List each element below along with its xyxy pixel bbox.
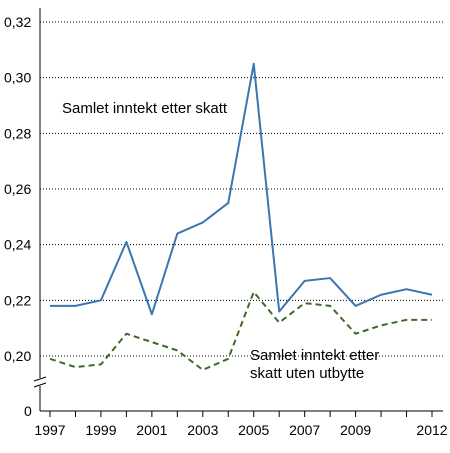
series-line-2	[49, 290, 432, 371]
y-tick-label: 0,24	[4, 237, 31, 253]
annotations: Samlet inntekt etter skatt Samlet inntekt…	[62, 100, 379, 382]
y-tick-label: 0,22	[4, 292, 31, 308]
y-tick-label: 0,32	[4, 14, 31, 30]
series-annotation: Samlet inntekt etter skatt	[62, 100, 228, 117]
x-tick-label: 1997	[34, 422, 65, 438]
x-tick-label: 2012	[416, 422, 447, 438]
axis-break-gap	[34, 378, 46, 386]
x-tick-label: 2001	[136, 422, 167, 438]
x-tick-label: 2003	[187, 422, 218, 438]
y-tick-label: 0,28	[4, 125, 31, 141]
axis-break-mark	[33, 376, 47, 382]
series-line-1	[50, 62, 433, 316]
y-tick-label: 0,20	[4, 348, 31, 364]
y-tick-label: 0,26	[4, 181, 31, 197]
grid	[40, 21, 443, 357]
x-tick-label: 2005	[238, 422, 269, 438]
x-tick-label: 2007	[289, 422, 320, 438]
x-tick-label: 1999	[85, 422, 116, 438]
y-tick-label: 0,30	[4, 70, 31, 86]
axes	[33, 8, 443, 417]
series-layer	[49, 62, 433, 371]
y-zero-label: 0	[24, 403, 32, 419]
x-tick-label: 2009	[340, 422, 371, 438]
axis-break-mark	[33, 382, 47, 388]
series-annotation: Samlet inntekt etter	[250, 347, 379, 364]
series-annotation: skatt uten utbytte	[250, 365, 364, 382]
